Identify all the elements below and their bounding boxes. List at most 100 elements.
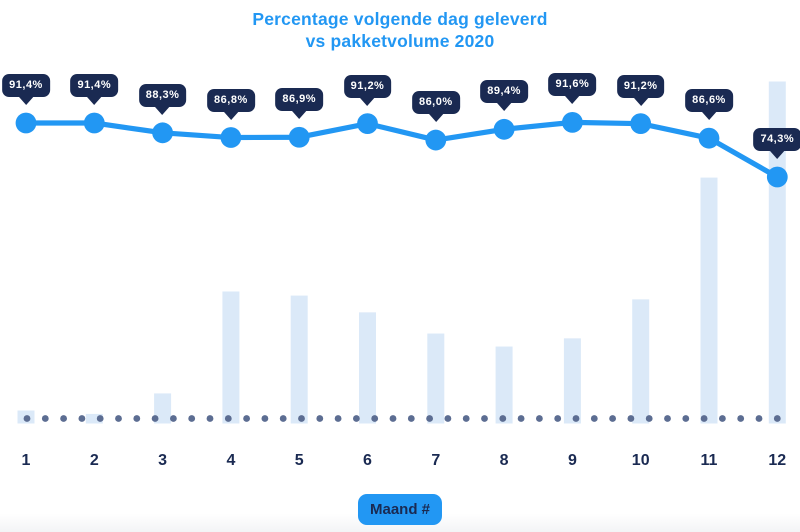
x-axis-label: 11 bbox=[700, 452, 718, 469]
data-point-marker bbox=[562, 111, 583, 133]
baseline-dot bbox=[481, 415, 488, 422]
tooltip-label: 91,4% bbox=[77, 79, 112, 91]
baseline-dot bbox=[426, 415, 433, 422]
volume-bar bbox=[495, 346, 513, 424]
value-tooltip: 86,8% bbox=[207, 88, 255, 112]
x-axis-label: 3 bbox=[158, 452, 168, 469]
x-axis-label: 10 bbox=[631, 452, 650, 469]
tooltip-label: 86,0% bbox=[418, 96, 453, 109]
value-tooltip: 91,4% bbox=[2, 74, 50, 97]
baseline-dot bbox=[151, 415, 159, 422]
tooltip-label: 91,2% bbox=[623, 79, 658, 92]
tooltip-label: 74,3% bbox=[760, 133, 795, 146]
baseline-dot bbox=[700, 415, 708, 422]
volume-bar bbox=[632, 299, 650, 424]
baseline-dot bbox=[206, 415, 214, 422]
tooltip-label: 86,8% bbox=[214, 93, 248, 106]
value-tooltip: 91,2% bbox=[343, 74, 392, 98]
value-tooltip: 88,3% bbox=[138, 83, 187, 107]
baseline-dot bbox=[316, 415, 324, 422]
x-axis-label: 1 bbox=[21, 452, 31, 469]
baseline-dot bbox=[298, 415, 305, 422]
data-point-marker bbox=[493, 118, 515, 140]
baseline-dot bbox=[334, 415, 342, 422]
data-point-marker bbox=[630, 113, 652, 135]
baseline-dot bbox=[609, 415, 616, 422]
baseline-dot bbox=[279, 415, 287, 422]
volume-bar bbox=[563, 338, 581, 424]
baseline-dot bbox=[536, 415, 543, 422]
data-point-marker bbox=[220, 127, 242, 148]
x-axis-label: 6 bbox=[363, 452, 372, 469]
x-axis-title-label: Maand # bbox=[369, 501, 431, 518]
tooltip-label: 91,6% bbox=[555, 78, 590, 91]
chart-title: Percentage volgende dag geleverd vs pakk… bbox=[0, 8, 800, 52]
data-point-marker bbox=[83, 112, 105, 134]
baseline-dot bbox=[41, 415, 49, 422]
data-point-marker bbox=[152, 122, 174, 144]
tooltip-label: 89,4% bbox=[487, 85, 521, 98]
baseline-dot bbox=[645, 415, 653, 422]
data-point-marker bbox=[698, 127, 720, 149]
baseline-dot bbox=[243, 415, 251, 422]
x-axis-label: 8 bbox=[499, 452, 509, 469]
baseline-dot bbox=[389, 415, 397, 422]
baseline-dot bbox=[517, 415, 525, 422]
value-tooltip: 91,4% bbox=[70, 74, 119, 97]
baseline-dot bbox=[353, 415, 360, 422]
baseline-dot bbox=[371, 415, 379, 422]
baseline-dot bbox=[444, 415, 452, 422]
volume-bar bbox=[290, 295, 308, 424]
baseline-dot bbox=[682, 415, 690, 422]
tooltip-label: 91,2% bbox=[350, 79, 385, 92]
baseline-dot bbox=[719, 415, 726, 422]
baseline-dot bbox=[60, 415, 67, 422]
baseline-dot bbox=[261, 415, 269, 422]
baseline-dot bbox=[133, 415, 141, 422]
baseline-dot bbox=[590, 415, 598, 422]
x-axis-title-badge: Maand # bbox=[357, 494, 443, 525]
tooltip-label: 91,4% bbox=[9, 79, 43, 91]
tooltip-label: 86,9% bbox=[282, 93, 317, 106]
value-tooltip: 86,6% bbox=[685, 89, 733, 113]
volume-bar bbox=[222, 291, 240, 424]
volume-bar bbox=[85, 413, 103, 424]
volume-bar bbox=[768, 81, 786, 424]
value-tooltip: 74,3% bbox=[753, 128, 800, 152]
baseline-dot bbox=[554, 415, 562, 422]
chart-title-line-2: vs pakketvolume 2020 bbox=[305, 31, 495, 51]
baseline-dot bbox=[737, 415, 745, 422]
baseline-dot bbox=[78, 415, 86, 422]
volume-bar bbox=[154, 393, 172, 424]
baseline-dot bbox=[462, 415, 470, 422]
baseline-dot bbox=[188, 415, 196, 422]
value-tooltip: 86,9% bbox=[275, 88, 324, 112]
tooltip-label: 88,3% bbox=[145, 88, 180, 101]
baseline-dot bbox=[755, 415, 763, 422]
trend-line bbox=[23, 119, 780, 180]
data-point-marker bbox=[766, 166, 788, 188]
baseline-dot bbox=[115, 415, 122, 422]
x-axis-label: 7 bbox=[431, 452, 441, 469]
volume-bar bbox=[359, 312, 376, 424]
baseline-dot bbox=[407, 415, 415, 422]
value-tooltip: 86,0% bbox=[411, 91, 460, 115]
baseline-dot bbox=[96, 415, 104, 422]
x-axis-label: 4 bbox=[226, 452, 236, 469]
tooltip-label: 86,6% bbox=[692, 94, 726, 107]
volume-bar bbox=[427, 333, 445, 424]
baseline-dot bbox=[627, 415, 635, 422]
chart-title-line-1: Percentage volgende dag geleverd bbox=[252, 9, 548, 29]
value-tooltip: 91,6% bbox=[548, 73, 597, 97]
data-point-marker bbox=[15, 112, 37, 134]
x-axis-label: 9 bbox=[567, 452, 577, 469]
baseline-dot bbox=[23, 415, 31, 422]
volume-bar bbox=[700, 177, 718, 424]
x-axis-label: 5 bbox=[294, 452, 304, 469]
baseline-dot bbox=[224, 415, 232, 422]
baseline-dot bbox=[664, 415, 671, 422]
value-tooltip: 89,4% bbox=[480, 80, 528, 104]
baseline-dot bbox=[170, 415, 177, 422]
